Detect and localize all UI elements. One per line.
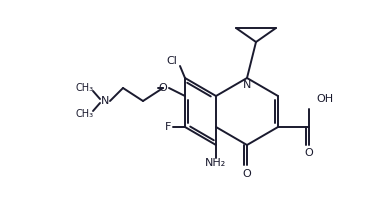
Text: OH: OH — [316, 94, 334, 104]
Text: N: N — [101, 96, 109, 106]
Text: CH₃: CH₃ — [76, 109, 94, 119]
Text: CH₃: CH₃ — [76, 83, 94, 93]
Text: Cl: Cl — [167, 56, 177, 66]
Text: O: O — [243, 169, 251, 179]
Text: N: N — [243, 80, 251, 90]
Text: O: O — [159, 83, 167, 93]
Text: NH₂: NH₂ — [206, 158, 227, 168]
Text: F: F — [165, 122, 171, 132]
Text: O: O — [305, 148, 313, 158]
